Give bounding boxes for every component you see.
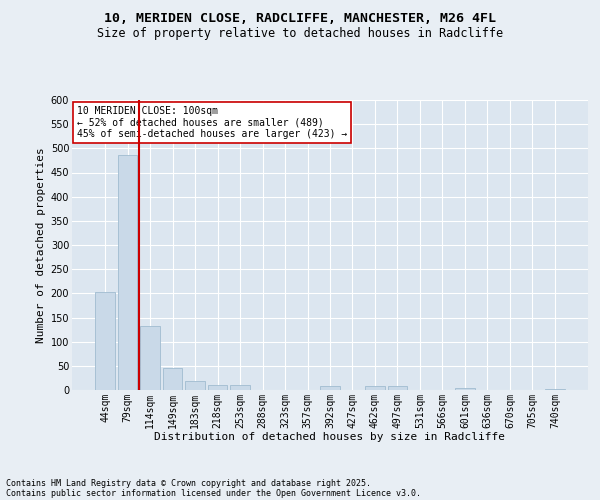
Bar (455, 388, 475, 390)
Bar (208, 384, 227, 390)
Text: 10 MERIDEN CLOSE: 100sqm
← 52% of detached houses are smaller (489)
45% of semi-: 10 MERIDEN CLOSE: 100sqm ← 52% of detach… (77, 106, 347, 139)
X-axis label: Distribution of detached houses by size in Radcliffe: Distribution of detached houses by size … (155, 432, 505, 442)
Bar (545, 388, 565, 390)
Bar (140, 326, 160, 390)
Text: Contains HM Land Registry data © Crown copyright and database right 2025.: Contains HM Land Registry data © Crown c… (6, 478, 371, 488)
Bar (365, 386, 385, 390)
Bar (95, 292, 115, 390)
Bar (388, 386, 407, 390)
Bar (118, 154, 137, 390)
Bar (163, 368, 182, 390)
Bar (185, 382, 205, 390)
Bar (320, 386, 340, 390)
Text: Contains public sector information licensed under the Open Government Licence v3: Contains public sector information licen… (6, 488, 421, 498)
Y-axis label: Number of detached properties: Number of detached properties (37, 147, 46, 343)
Bar (230, 385, 250, 390)
Text: 10, MERIDEN CLOSE, RADCLIFFE, MANCHESTER, M26 4FL: 10, MERIDEN CLOSE, RADCLIFFE, MANCHESTER… (104, 12, 496, 26)
Text: Size of property relative to detached houses in Radcliffe: Size of property relative to detached ho… (97, 28, 503, 40)
